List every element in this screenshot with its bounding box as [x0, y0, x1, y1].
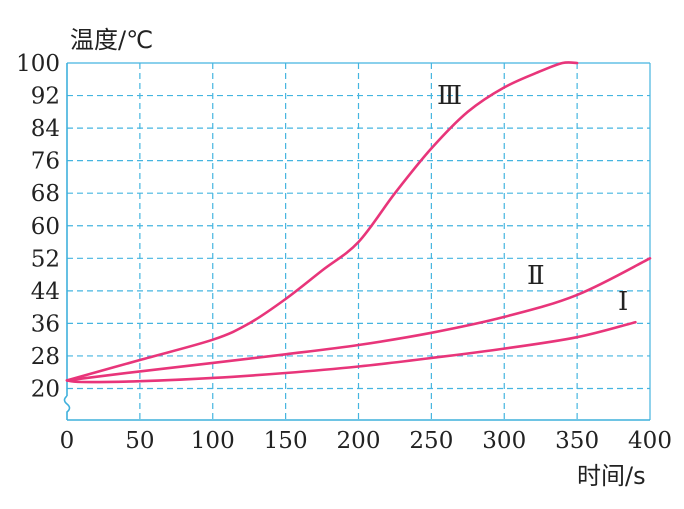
series-label: Ⅲ	[437, 81, 462, 111]
series-labels: Ⅲ Ⅱ Ⅰ	[437, 81, 628, 317]
series-label: Ⅱ	[527, 261, 545, 291]
y-tick-labels: 20 28 36 44 52 60 68 76 84 92 100	[16, 51, 60, 403]
series-line-1	[65, 61, 579, 382]
y-axis-label: 温度/℃	[70, 26, 153, 54]
x-tick-label: 300	[482, 428, 526, 454]
series-lines	[65, 61, 652, 384]
y-tick-label: 36	[31, 311, 60, 337]
y-tick-label: 76	[31, 149, 60, 175]
y-tick-label: 92	[31, 84, 60, 110]
x-tick-label: 200	[337, 428, 381, 454]
x-tick-label: 100	[191, 428, 235, 454]
x-tick-label: 50	[125, 428, 154, 454]
x-axis-label: 时间/s	[577, 462, 646, 490]
y-tick-label: 52	[31, 246, 60, 272]
y-tick-label: 84	[31, 116, 60, 142]
y-axis-break	[63, 395, 71, 420]
x-tick-label: 400	[628, 428, 672, 454]
y-tick-label: 28	[31, 344, 60, 370]
axes	[63, 63, 650, 421]
y-tick-label: 60	[31, 214, 60, 240]
x-tick-label: 150	[264, 428, 308, 454]
y-tick-label: 100	[16, 51, 60, 77]
series-label: Ⅰ	[618, 287, 628, 317]
grid-lines	[67, 62, 651, 420]
y-tick-label: 20	[31, 377, 60, 403]
series-line-3	[65, 320, 637, 384]
y-tick-label: 44	[31, 279, 60, 305]
y-tick-label: 68	[31, 181, 60, 207]
x-tick-label: 0	[60, 428, 75, 454]
x-tick-label: 250	[409, 428, 453, 454]
series-line-2	[65, 257, 652, 382]
x-tick-label: 350	[555, 428, 599, 454]
x-tick-labels: 0 50 100 150 200 250 300 350 400	[60, 428, 672, 454]
